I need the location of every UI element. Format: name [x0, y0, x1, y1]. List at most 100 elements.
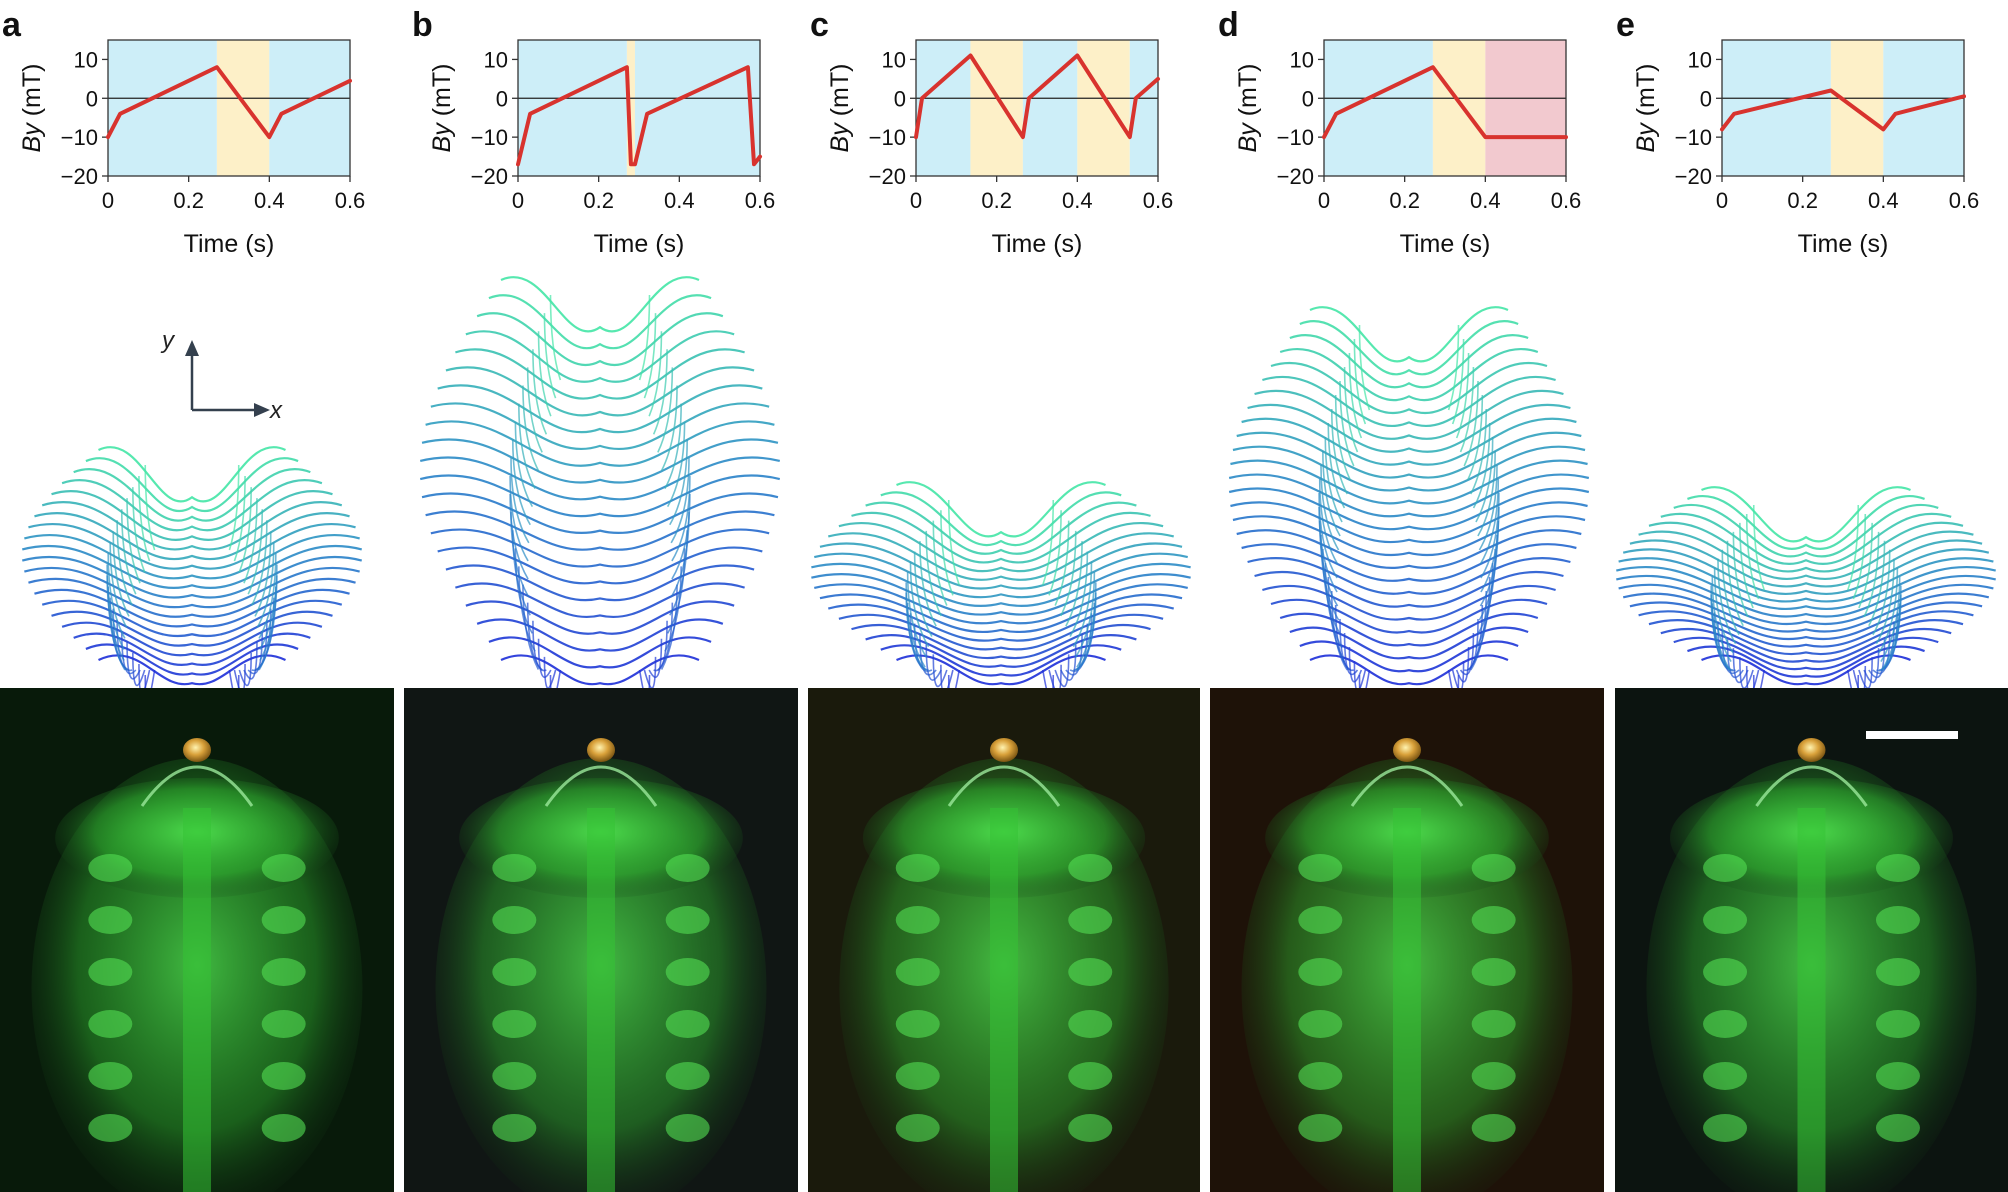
strand-trace — [1880, 576, 1901, 663]
bell-trace — [1289, 334, 1529, 389]
y-tick-label: −20 — [869, 164, 906, 189]
phase-band-blue — [1722, 40, 1831, 176]
bell-trace — [814, 552, 1188, 599]
dye-curl — [665, 854, 710, 882]
dye-curl — [665, 906, 710, 934]
panel-label: d — [1218, 6, 1239, 44]
y-tick-label: −20 — [1277, 164, 1314, 189]
dye-curl — [1068, 1062, 1113, 1090]
y-axis-title: By (mT) — [826, 64, 854, 153]
y-axis-title: By (mT) — [428, 64, 456, 153]
phase-band-yellow — [216, 40, 270, 176]
dye-curl — [1068, 906, 1113, 934]
dye-curl — [1875, 1114, 1920, 1142]
field-series-line — [106, 65, 352, 140]
strand-trace — [109, 542, 128, 628]
strand-trace — [107, 553, 126, 639]
strand-trace — [1477, 450, 1496, 537]
phase-band-yellow — [626, 40, 635, 176]
bell-trace — [811, 572, 1191, 616]
strand-trace — [1334, 394, 1352, 481]
robot-bell — [947, 765, 1061, 807]
bell-trace — [1687, 495, 1925, 551]
bell-trace — [24, 566, 360, 609]
y-arrowhead-icon — [185, 340, 199, 356]
bell-trace — [41, 599, 343, 638]
bell-trace — [1262, 584, 1556, 621]
strand-trace — [254, 531, 272, 617]
x-tick-label: 0.2 — [1787, 188, 1818, 213]
tracking-panel-c — [811, 481, 1191, 703]
bell-trace — [827, 603, 1175, 642]
bell-trace — [1616, 565, 1996, 611]
strand-trace — [1875, 558, 1895, 645]
strand-trace — [1717, 558, 1737, 645]
x-tick-label: 0.6 — [1949, 188, 1980, 213]
strand-trace — [1872, 549, 1891, 636]
x-tick-label: 0.4 — [254, 188, 285, 213]
strand-trace — [126, 498, 141, 584]
dye-curl — [88, 1062, 133, 1090]
x-tick-label: 0 — [512, 188, 524, 213]
x-tick-label: 0.6 — [335, 188, 366, 213]
strand-trace — [537, 638, 552, 678]
dye-curl — [895, 854, 940, 882]
bell-trace — [1299, 320, 1519, 376]
robot-bell — [1755, 765, 1868, 807]
strand-trace — [1320, 464, 1340, 551]
dye-curl — [1471, 958, 1516, 986]
dye-curl — [895, 1062, 940, 1090]
y-axis-title-unit: (mT) — [826, 64, 854, 124]
bell-trace — [41, 501, 343, 551]
bell-trace — [51, 490, 333, 541]
dye-curl — [1068, 958, 1113, 986]
field-series-line — [516, 65, 762, 167]
strand-trace — [638, 294, 651, 381]
bell-trace — [1262, 375, 1556, 428]
strand-trace — [1048, 510, 1062, 596]
strand-trace — [1054, 520, 1070, 606]
strand-trace — [144, 464, 156, 551]
bell-trace — [1629, 539, 1983, 588]
strand-trace — [1479, 478, 1500, 565]
strand-trace — [1466, 394, 1484, 481]
strand-trace — [1713, 567, 1734, 654]
strand-trace — [1711, 576, 1732, 663]
dye-column — [1797, 808, 1826, 1192]
robot-cap — [183, 738, 211, 762]
dye-curl — [1875, 854, 1920, 882]
strand-trace — [1732, 531, 1749, 618]
bell-trace — [1254, 570, 1564, 608]
bell-trace — [51, 610, 333, 647]
bell-trace — [819, 593, 1183, 633]
robot-cap — [1393, 738, 1421, 762]
y-axis-title: By (mT) — [1234, 64, 1262, 153]
bell-trace — [1230, 459, 1588, 505]
x-tick-label: 0 — [1318, 188, 1330, 213]
dye-curl — [1703, 958, 1748, 986]
phase-band-blue — [108, 40, 217, 176]
strand-trace — [510, 457, 530, 544]
x-arrowhead-icon — [254, 403, 270, 417]
strand-trace — [648, 638, 663, 678]
strand-trace — [126, 641, 141, 680]
y-axis-title-symbol: By — [428, 122, 456, 153]
strand-trace — [1455, 352, 1470, 439]
bell-trace — [61, 621, 323, 657]
dye-curl — [1068, 1114, 1113, 1142]
strand-trace — [532, 349, 548, 435]
bell-trace — [1254, 389, 1564, 440]
y-tick-label: 0 — [1700, 86, 1712, 111]
dye-column — [587, 808, 615, 1192]
strand-trace — [1447, 324, 1460, 411]
strand-trace — [509, 475, 529, 562]
photo-panel-d — [1210, 688, 1604, 1192]
bell-trace — [1616, 574, 1996, 618]
bell-trace — [21, 555, 363, 599]
strand-trace — [549, 294, 562, 381]
bell-trace — [421, 492, 779, 534]
bell-trace — [455, 582, 745, 618]
strand-trace — [543, 313, 557, 399]
